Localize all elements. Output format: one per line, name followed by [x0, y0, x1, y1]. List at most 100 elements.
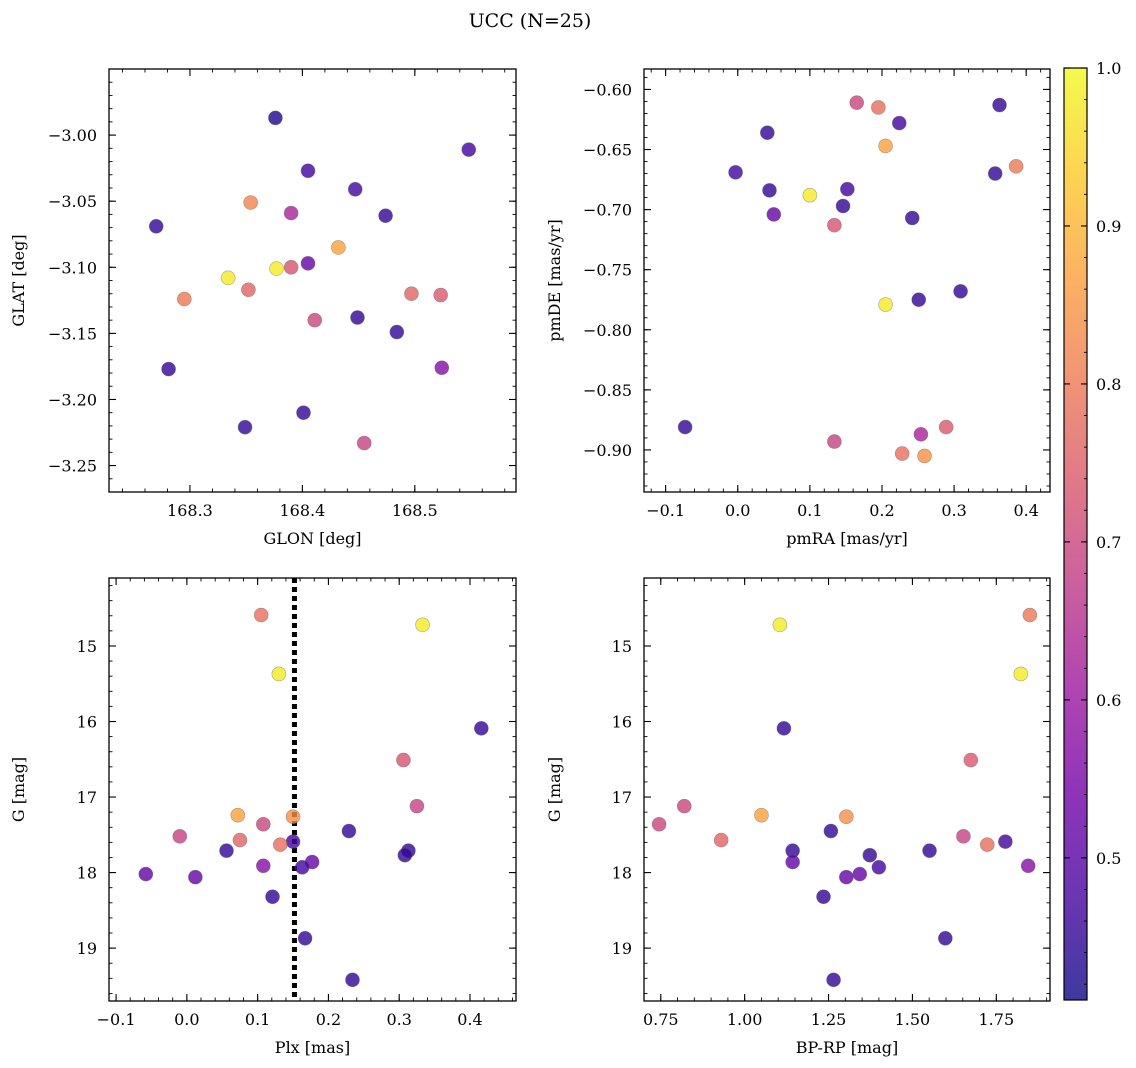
x-tick-label: 1.75: [979, 1010, 1015, 1029]
data-point: [283, 205, 299, 221]
plot-area: [644, 69, 1050, 492]
colorbar-tick-label: 0.8: [1096, 375, 1121, 394]
x-tick-label: 0.1: [245, 1010, 270, 1029]
data-point: [256, 858, 271, 874]
data-point: [772, 617, 788, 633]
plot-frame: [643, 68, 1051, 493]
data-point: [415, 617, 430, 633]
panel-2: −0.1 0.0 0.1 0.2 0.3 0.4 −0.60 −0.65 −0.70 −0.75 −…: [545, 68, 1051, 548]
data-point: [785, 854, 800, 870]
x-tick-label: 0.3: [386, 1010, 411, 1029]
data-point: [269, 261, 284, 276]
data-point: [762, 183, 777, 198]
data-point: [651, 816, 667, 832]
data-point: [911, 292, 927, 308]
data-point: [922, 843, 937, 858]
data-point: [378, 208, 393, 224]
panel-4: 0.75 1.00 1.25 1.50 1.75 15 16 17 18 19 BP-RP [mag…: [545, 577, 1051, 1057]
data-point: [852, 866, 868, 882]
data-point: [963, 752, 979, 768]
y-axis-label: G [mag]: [545, 757, 564, 822]
y-tick-label: 16: [77, 713, 97, 732]
x-tick-label: 1.50: [895, 1010, 931, 1029]
y-tick-label: −3.00: [48, 126, 97, 145]
data-point: [389, 324, 405, 340]
data-point: [1008, 159, 1024, 174]
data-point: [256, 816, 271, 832]
data-point: [871, 100, 886, 115]
data-point: [754, 807, 769, 823]
x-tick-label: 0.0: [174, 1010, 199, 1029]
figure-title: UCC (N=25): [469, 10, 592, 32]
plot-frame: [108, 577, 517, 1002]
data-point: [433, 287, 448, 303]
data-point: [296, 405, 311, 420]
y-tick-label: −0.65: [583, 141, 632, 160]
colorbar-tick-label: 0.9: [1096, 217, 1121, 236]
data-point: [840, 181, 855, 197]
plot-frame: [643, 577, 1051, 1002]
x-tick-label: 0.2: [869, 501, 894, 520]
y-axis-label: pmDE [mas/yr]: [545, 219, 564, 342]
x-tick-label: 168.4: [279, 501, 325, 520]
data-point: [241, 282, 256, 298]
y-tick-label: −3.10: [48, 258, 97, 277]
data-point: [827, 434, 842, 449]
y-tick-label: −3.25: [48, 457, 97, 476]
data-point: [760, 125, 775, 140]
data-point: [285, 809, 301, 824]
data-point: [265, 889, 280, 905]
y-tick-label: 18: [612, 864, 632, 883]
y-tick-label: −0.90: [583, 441, 632, 460]
data-point: [839, 869, 854, 885]
plot-frame: [108, 68, 517, 493]
data-point: [913, 427, 929, 442]
y-tick-label: 16: [612, 713, 632, 732]
x-tick-label: 0.2: [316, 1010, 341, 1029]
data-point: [345, 972, 360, 988]
x-tick-label: 0.0: [725, 501, 750, 520]
colorbar-tick-label: 0.7: [1096, 533, 1121, 552]
data-point: [816, 889, 831, 905]
y-tick-label: −0.80: [583, 321, 632, 340]
data-point: [823, 823, 839, 839]
data-point: [728, 165, 743, 180]
x-tick-label: 1.25: [811, 1010, 847, 1029]
y-tick-label: 19: [77, 939, 97, 958]
x-tick-label: 0.4: [457, 1010, 482, 1029]
y-tick-label: 15: [612, 637, 632, 656]
data-point: [161, 361, 176, 377]
colorbar-tick-label: 0.6: [1096, 691, 1121, 710]
colorbar-tick-label: 0.5: [1096, 849, 1121, 868]
data-point: [268, 110, 283, 126]
data-point: [331, 240, 346, 255]
data-point: [849, 95, 865, 110]
x-tick-label: 0.4: [1013, 501, 1038, 520]
data-point: [285, 834, 301, 849]
data-point: [713, 832, 729, 848]
data-point: [138, 866, 154, 882]
data-point: [766, 207, 782, 222]
data-point: [998, 834, 1013, 849]
data-point: [1013, 666, 1029, 682]
data-point: [917, 448, 932, 464]
y-tick-label: 18: [77, 864, 97, 883]
data-point: [871, 860, 887, 875]
data-point: [283, 259, 299, 275]
colorbar-tick-label: 1.0: [1096, 59, 1121, 78]
data-point: [992, 97, 1007, 113]
y-tick-label: 19: [612, 939, 632, 958]
data-point: [404, 286, 419, 302]
x-tick-label: 0.1: [797, 501, 822, 520]
data-point: [676, 798, 692, 814]
data-point: [904, 210, 920, 226]
data-point: [272, 837, 288, 852]
panel-1: 168.3 168.4 168.5 −3.00 −3.05 −3.10 −3.15 −3.20…: [9, 68, 517, 548]
data-point: [177, 291, 192, 307]
data-point: [862, 847, 878, 863]
data-point: [409, 798, 425, 814]
y-tick-label: 15: [77, 637, 97, 656]
data-point: [300, 256, 316, 271]
data-point: [297, 931, 313, 946]
